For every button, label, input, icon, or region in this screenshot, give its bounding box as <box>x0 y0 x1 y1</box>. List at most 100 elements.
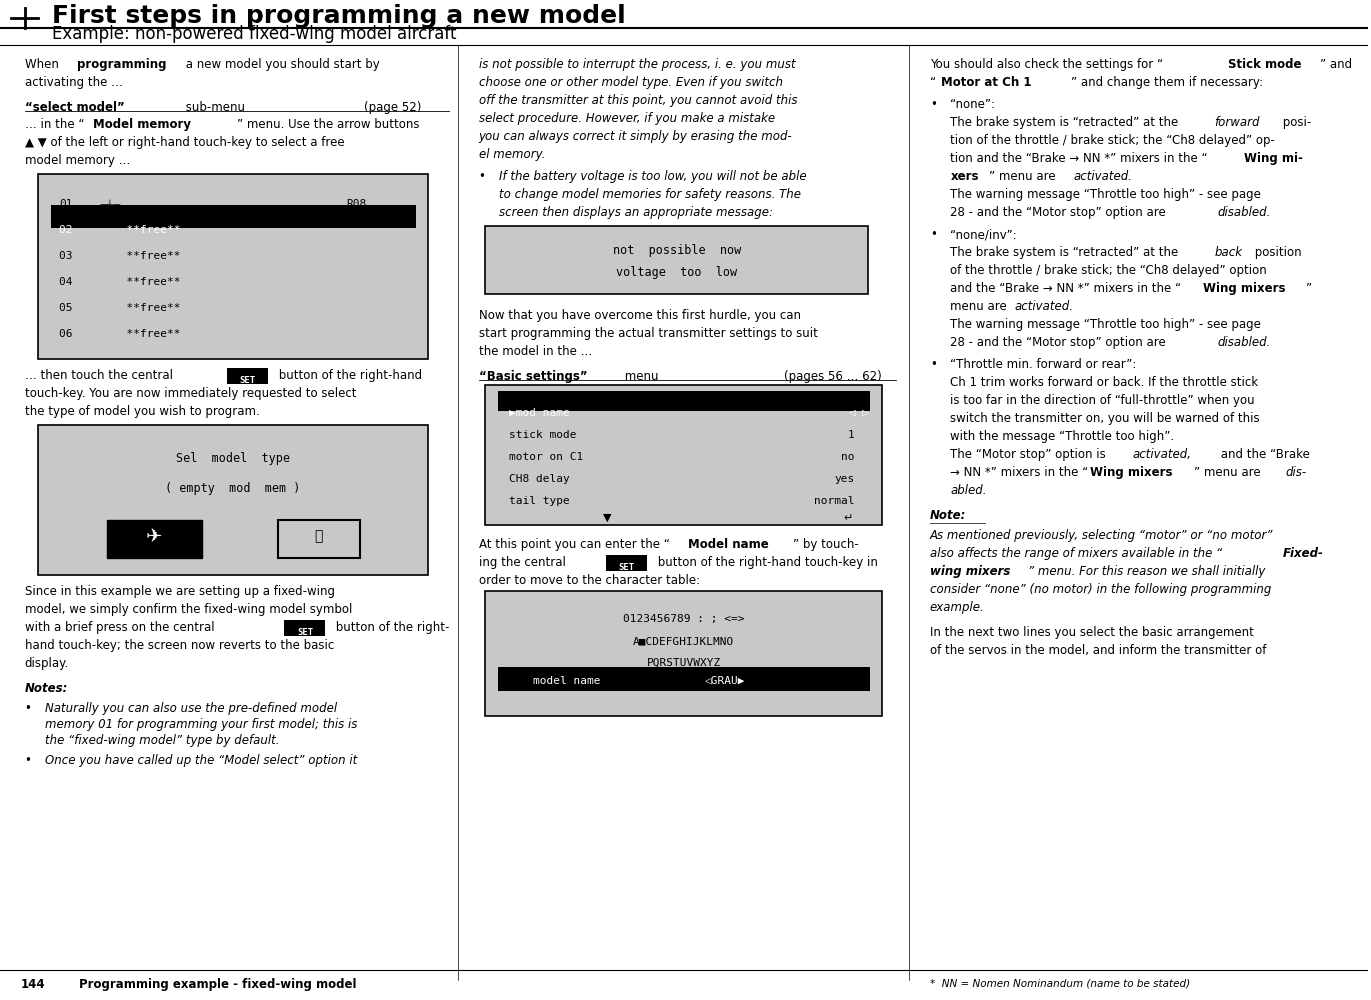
Text: stick mode: stick mode <box>509 430 576 440</box>
Text: ” and change them if necessary:: ” and change them if necessary: <box>1071 76 1263 89</box>
Text: ”: ” <box>1307 282 1312 295</box>
Text: menu are: menu are <box>950 300 1010 313</box>
Text: Stick mode: Stick mode <box>1228 58 1301 71</box>
Text: ↵: ↵ <box>843 513 853 523</box>
Text: Motor at Ch 1: Motor at Ch 1 <box>941 76 1031 89</box>
Text: In the next two lines you select the basic arrangement: In the next two lines you select the bas… <box>930 626 1254 639</box>
Text: with the message “Throttle too high”.: with the message “Throttle too high”. <box>950 430 1175 443</box>
Text: posi-: posi- <box>1279 116 1311 129</box>
Text: sub-menu: sub-menu <box>182 101 245 114</box>
Text: ✈: ✈ <box>147 527 163 546</box>
Text: and the “Brake: and the “Brake <box>1217 448 1309 461</box>
Text: —┼—: —┼— <box>100 199 122 209</box>
Text: You should also check the settings for “: You should also check the settings for “ <box>930 58 1163 71</box>
Text: Naturally you can also use the pre-defined model: Naturally you can also use the pre-defin… <box>45 702 337 715</box>
Text: 05        **free**: 05 **free** <box>59 303 181 313</box>
Bar <box>284 620 325 636</box>
Text: touch-key. You are now immediately requested to select: touch-key. You are now immediately reque… <box>25 387 356 400</box>
Text: ” menu are: ” menu are <box>1194 466 1264 479</box>
Text: the “fixed-wing model” type by default.: the “fixed-wing model” type by default. <box>45 734 280 747</box>
FancyBboxPatch shape <box>485 591 882 716</box>
Text: “Throttle min. forward or rear”:: “Throttle min. forward or rear”: <box>950 358 1137 371</box>
Text: •: • <box>478 170 485 183</box>
Text: 28 - and the “Motor stop” option are: 28 - and the “Motor stop” option are <box>950 336 1169 349</box>
Text: As mentioned previously, selecting “motor” or “no motor”: As mentioned previously, selecting “moto… <box>930 529 1274 542</box>
Text: SET: SET <box>298 628 313 637</box>
Text: 03        **free**: 03 **free** <box>59 251 181 261</box>
Text: the model in the …: the model in the … <box>478 345 592 358</box>
Text: ▼: ▼ <box>603 513 611 523</box>
Text: tion and the “Brake → NN *” mixers in the “: tion and the “Brake → NN *” mixers in th… <box>950 152 1208 165</box>
Text: 28 - and the “Motor stop” option are: 28 - and the “Motor stop” option are <box>950 206 1169 219</box>
Text: PQRSTUVWXYZ: PQRSTUVWXYZ <box>647 658 721 668</box>
Text: activating the …: activating the … <box>25 76 122 89</box>
Text: you can always correct it simply by erasing the mod-: you can always correct it simply by eras… <box>478 130 792 143</box>
Text: Wing mi-: Wing mi- <box>1245 152 1304 165</box>
Text: tion of the throttle / brake stick; the “Ch8 delayed” op-: tion of the throttle / brake stick; the … <box>950 134 1275 147</box>
Text: 06        **free**: 06 **free** <box>59 329 181 339</box>
Text: example.: example. <box>930 601 984 614</box>
Text: ◁GRAU▶: ◁GRAU▶ <box>705 676 744 686</box>
Bar <box>107 520 203 558</box>
Text: First steps in programming a new model: First steps in programming a new model <box>52 4 625 28</box>
Text: hand touch-key; the screen now reverts to the basic: hand touch-key; the screen now reverts t… <box>25 639 335 652</box>
Text: Once you have called up the “Model select” option it: Once you have called up the “Model selec… <box>45 754 358 767</box>
Text: consider “none” (no motor) in the following programming: consider “none” (no motor) in the follow… <box>930 583 1271 596</box>
Text: ” menu. For this reason we shall initially: ” menu. For this reason we shall initial… <box>1028 565 1265 578</box>
FancyBboxPatch shape <box>38 425 428 575</box>
Text: R08: R08 <box>345 199 366 209</box>
Text: The warning message “Throttle too high” - see page: The warning message “Throttle too high” … <box>950 188 1261 201</box>
Text: of the servos in the model, and inform the transmitter of: of the servos in the model, and inform t… <box>930 644 1267 657</box>
Text: choose one or other model type. Even if you switch: choose one or other model type. Even if … <box>478 76 783 89</box>
Text: xers: xers <box>950 170 979 183</box>
Text: (page 52): (page 52) <box>363 101 421 114</box>
Text: The brake system is “retracted” at the: The brake system is “retracted” at the <box>950 246 1182 259</box>
Text: button of the right-hand: button of the right-hand <box>274 369 422 382</box>
Text: → NN *” mixers in the “: → NN *” mixers in the “ <box>950 466 1089 479</box>
Bar <box>498 391 869 411</box>
Text: At this point you can enter the “: At this point you can enter the “ <box>478 538 669 551</box>
Text: select procedure. However, if you make a mistake: select procedure. However, if you make a… <box>478 112 775 125</box>
Text: “none/inv”:: “none/inv”: <box>950 228 1017 241</box>
Text: ” menu are: ” menu are <box>988 170 1058 183</box>
Text: display.: display. <box>25 657 69 670</box>
Text: screen then displays an appropriate message:: screen then displays an appropriate mess… <box>499 206 773 219</box>
Text: button of the right-hand touch-key in: button of the right-hand touch-key in <box>654 556 877 569</box>
Text: … then touch the central: … then touch the central <box>25 369 177 382</box>
Text: Note:: Note: <box>930 509 967 522</box>
Text: activated,: activated, <box>1132 448 1191 461</box>
Text: model name: model name <box>533 676 600 686</box>
Bar <box>277 520 359 558</box>
Text: also affects the range of mixers available in the “: also affects the range of mixers availab… <box>930 547 1222 560</box>
Text: el memory.: el memory. <box>478 148 546 161</box>
Text: *  NN = Nomen Nominandum (name to be stated): * NN = Nomen Nominandum (name to be stat… <box>930 978 1190 988</box>
Text: model, we simply confirm the fixed-wing model symbol: model, we simply confirm the fixed-wing … <box>25 603 352 616</box>
Text: ◁: ◁ <box>847 408 854 418</box>
Text: ing the central: ing the central <box>478 556 569 569</box>
Text: Wing mixers: Wing mixers <box>1090 466 1172 479</box>
Text: off the transmitter at this point, you cannot avoid this: off the transmitter at this point, you c… <box>478 94 797 107</box>
FancyBboxPatch shape <box>38 174 428 359</box>
Text: ▲ ▼ of the left or right-hand touch-key to select a free: ▲ ▼ of the left or right-hand touch-key … <box>25 136 344 149</box>
Text: 01: 01 <box>59 199 73 209</box>
Text: ( empty  mod  mem ): ( empty mod mem ) <box>166 482 300 495</box>
Text: to change model memories for safety reasons. The: to change model memories for safety reas… <box>499 188 801 201</box>
Text: Ch 1 trim works forward or back. If the throttle stick: Ch 1 trim works forward or back. If the … <box>950 376 1259 389</box>
Text: Since in this example we are setting up a fixed-wing: Since in this example we are setting up … <box>25 585 335 598</box>
Text: programming: programming <box>77 58 166 71</box>
Text: of the throttle / brake stick; the “Ch8 delayed” option: of the throttle / brake stick; the “Ch8 … <box>950 264 1267 277</box>
Text: •: • <box>25 702 32 715</box>
Text: switch the transmitter on, you will be warned of this: switch the transmitter on, you will be w… <box>950 412 1260 425</box>
Text: normal: normal <box>814 496 854 506</box>
Text: dis-: dis- <box>1286 466 1307 479</box>
Bar <box>606 555 647 571</box>
Text: forward: forward <box>1215 116 1260 129</box>
Text: ” by touch-: ” by touch- <box>794 538 858 551</box>
Text: (pages 56 … 62): (pages 56 … 62) <box>784 370 882 383</box>
Text: •: • <box>930 98 936 111</box>
Text: •: • <box>930 228 936 241</box>
Text: The warning message “Throttle too high” - see page: The warning message “Throttle too high” … <box>950 318 1261 331</box>
Text: 1: 1 <box>847 430 854 440</box>
Text: is too far in the direction of “full-throttle” when you: is too far in the direction of “full-thr… <box>950 394 1254 407</box>
Text: SET: SET <box>240 376 255 385</box>
